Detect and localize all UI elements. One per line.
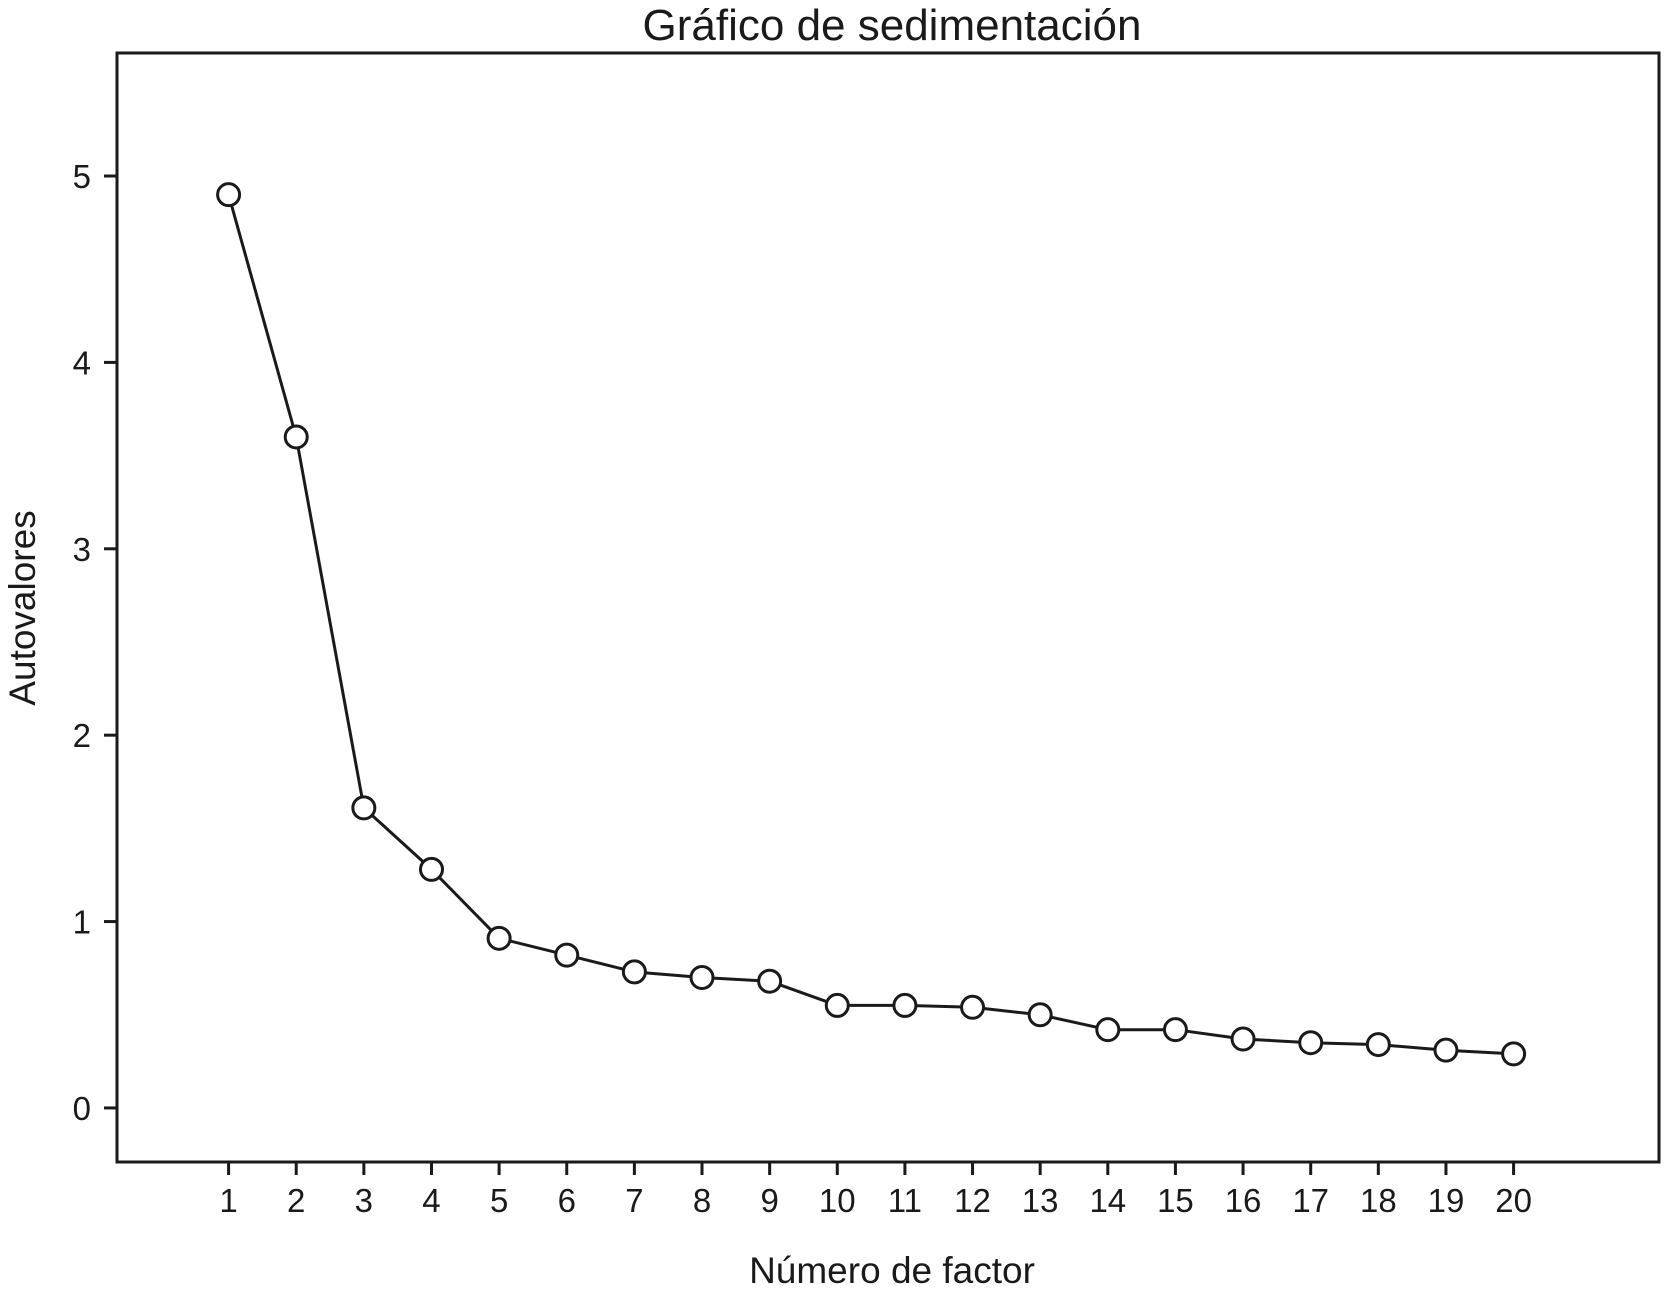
- plot-frame: [115, 51, 1661, 1164]
- data-point: [1095, 1017, 1121, 1043]
- x-tick-label: 19: [1428, 1182, 1465, 1219]
- x-tick-label: 9: [760, 1182, 778, 1219]
- data-point: [621, 959, 647, 985]
- chart-title: Gráfico de sedimentación: [643, 1, 1142, 50]
- x-tick-label: 6: [558, 1182, 576, 1219]
- data-point: [1230, 1026, 1256, 1052]
- data-point: [1433, 1037, 1459, 1063]
- x-tick-label: 13: [1022, 1182, 1059, 1219]
- y-tick-label: 3: [73, 531, 91, 568]
- y-axis-ticks: 0 1 2 3 4 5: [73, 158, 117, 1127]
- x-tick-label: 5: [490, 1182, 508, 1219]
- data-point: [960, 994, 986, 1020]
- y-tick-label: 1: [73, 904, 91, 941]
- x-tick-label: 10: [819, 1182, 856, 1219]
- x-tick-label: 7: [625, 1182, 643, 1219]
- series-line: [227, 194, 1514, 1056]
- x-tick-label: 14: [1089, 1182, 1126, 1219]
- y-tick-label: 2: [73, 717, 91, 754]
- data-point: [1027, 1002, 1053, 1028]
- data-point: [283, 424, 309, 450]
- x-tick-label: 3: [355, 1182, 373, 1219]
- x-tick-label: 16: [1225, 1182, 1262, 1219]
- x-tick-label: 20: [1495, 1182, 1532, 1219]
- data-point: [216, 182, 242, 208]
- data-point: [757, 968, 783, 994]
- data-point: [824, 992, 850, 1018]
- x-tick-label: 8: [693, 1182, 711, 1219]
- data-point: [1298, 1030, 1324, 1056]
- data-point: [418, 856, 444, 882]
- data-point: [892, 992, 918, 1018]
- y-tick-label: 0: [73, 1090, 91, 1127]
- data-point: [351, 795, 377, 821]
- x-axis-label: Número de factor: [749, 1250, 1035, 1291]
- x-tick-label: 4: [422, 1182, 440, 1219]
- data-point: [554, 942, 580, 968]
- y-axis-label: Autovalores: [2, 510, 43, 705]
- data-point: [689, 964, 715, 990]
- x-axis-ticks: 1 2 3 4 5 6 7 8 9 10 11 12 13 14 15 16 17 18 19 20: [219, 1162, 1532, 1219]
- y-tick-label: 4: [73, 344, 91, 381]
- data-point: [486, 925, 512, 951]
- series-layer: [216, 182, 1527, 1067]
- x-tick-label: 15: [1157, 1182, 1194, 1219]
- x-tick-label: 12: [954, 1182, 991, 1219]
- data-point: [1365, 1032, 1391, 1058]
- x-tick-label: 18: [1360, 1182, 1397, 1219]
- y-tick-label: 5: [73, 158, 91, 195]
- data-point: [1162, 1017, 1188, 1043]
- x-tick-label: 11: [888, 1182, 922, 1219]
- data-point: [1501, 1041, 1527, 1067]
- x-tick-label: 17: [1292, 1182, 1329, 1219]
- x-tick-label: 2: [287, 1182, 305, 1219]
- x-tick-label: 1: [219, 1182, 237, 1219]
